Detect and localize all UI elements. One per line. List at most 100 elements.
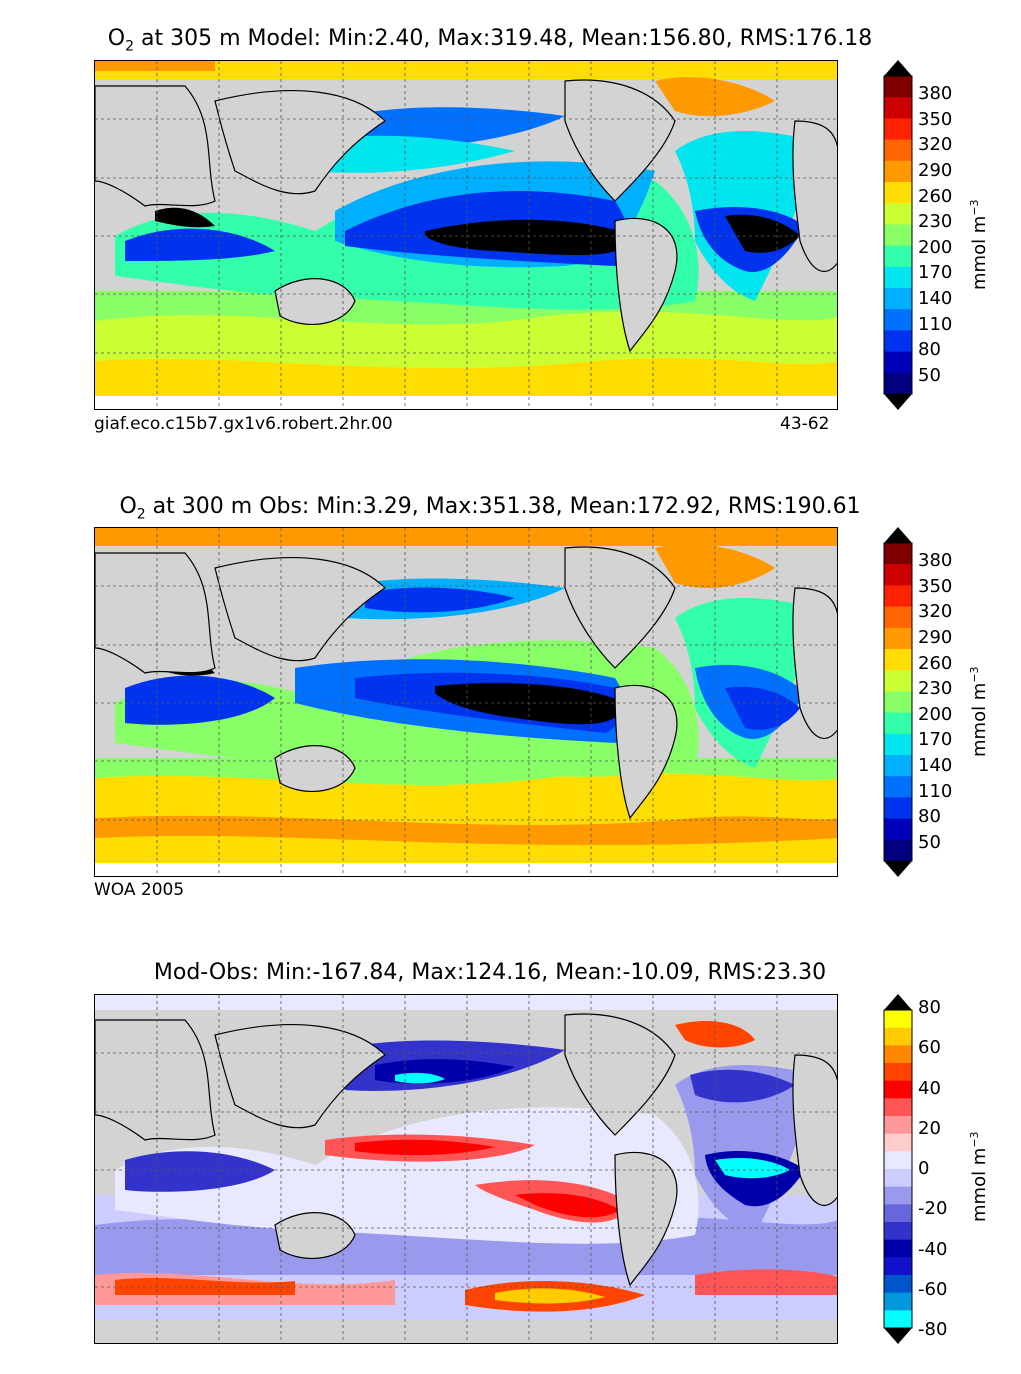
- colorbar-tick-label: 380: [918, 550, 953, 571]
- colorbar-tick-label: 80: [918, 339, 941, 361]
- colorbar-segment: [884, 818, 912, 841]
- colorbar-segment: [884, 1169, 912, 1188]
- colorbar-tick-label: 350: [918, 108, 953, 130]
- colorbar-segment: [884, 372, 912, 395]
- colorbar-tick-label: 20: [918, 1117, 941, 1139]
- colorbar-segment: [884, 1098, 912, 1117]
- colorbar-tick-label: 260: [918, 652, 953, 674]
- colorbar-tick-label: -80: [918, 1319, 948, 1340]
- obs-map: [94, 527, 838, 877]
- colorbar-tick-label: 320: [918, 134, 953, 156]
- colorbar-tick-label: 80: [918, 806, 941, 828]
- colorbar-segment: [884, 606, 912, 629]
- colorbar-segment: [884, 585, 912, 608]
- colorbar-segment: [884, 288, 912, 310]
- colorbar-tick-label: 140: [918, 755, 953, 777]
- obs-source-label: WOA 2005: [94, 880, 185, 900]
- colorbar-tick-label: 230: [918, 678, 953, 700]
- colorbar-tick-label: 290: [918, 159, 953, 181]
- obs-map-title: O2 at 300 m Obs: Min:3.29, Max:351.38, M…: [119, 494, 861, 523]
- model-map: [94, 60, 838, 410]
- colorbar-extend-bottom: [884, 861, 912, 877]
- colorbar-tick-label: 60: [918, 1037, 941, 1059]
- colorbar-tick-label: 80: [918, 997, 941, 1018]
- colorbar-segment: [884, 160, 912, 183]
- colorbar-segment: [884, 224, 912, 247]
- colorbar-segment: [884, 776, 912, 798]
- colorbar-extend-top: [884, 527, 912, 543]
- diff-colorbar: [883, 994, 913, 1344]
- model-colorbar-unit: mmol m−3: [968, 199, 990, 290]
- colorbar-segment: [884, 1027, 912, 1046]
- colorbar-tick-label: 380: [918, 83, 953, 104]
- colorbar-tick-label: 0: [918, 1158, 930, 1179]
- colorbar-segment: [884, 712, 912, 735]
- colorbar-segment: [884, 1151, 912, 1170]
- colorbar-segment: [884, 755, 912, 777]
- colorbar-tick-label: 200: [918, 236, 953, 258]
- colorbar-segment: [884, 564, 912, 586]
- colorbar-segment: [884, 1133, 912, 1152]
- colorbar-segment: [884, 266, 912, 289]
- obs-colorbar: [883, 527, 913, 877]
- model-colorbar: [883, 60, 913, 410]
- colorbar-segment: [884, 797, 912, 820]
- colorbar-tick-label: 140: [918, 288, 953, 310]
- colorbar-extend-top: [884, 994, 912, 1010]
- colorbar-segment: [884, 351, 912, 374]
- model-years-label: 43-62: [780, 414, 830, 434]
- diff-map-title: Mod-Obs: Min:-167.84, Max:124.16, Mean:-…: [153, 960, 827, 985]
- colorbar-tick-label: 50: [918, 365, 941, 386]
- colorbar-segment: [884, 649, 912, 671]
- colorbar-segment: [884, 182, 912, 204]
- colorbar-segment: [884, 1257, 912, 1276]
- diff-map: [94, 994, 838, 1344]
- colorbar-segment: [884, 1222, 912, 1241]
- colorbar-tick-label: 170: [918, 262, 953, 284]
- colorbar-segment: [884, 1116, 912, 1135]
- colorbar-tick-label: -20: [918, 1198, 948, 1220]
- colorbar-tick-label: 40: [918, 1077, 941, 1099]
- colorbar-tick-label: 350: [918, 575, 953, 597]
- colorbar-segment: [884, 627, 912, 650]
- colorbar-segment: [884, 733, 912, 756]
- colorbar-extend-bottom: [884, 394, 912, 410]
- colorbar-extend-top: [884, 60, 912, 76]
- colorbar-segment: [884, 691, 912, 714]
- colorbar-segment: [884, 76, 912, 98]
- colorbar-extend-bottom: [884, 1328, 912, 1344]
- colorbar-tick-label: -40: [918, 1238, 948, 1260]
- model-map-title: O2 at 305 m Model: Min:2.40, Max:319.48,…: [107, 26, 873, 55]
- colorbar-tick-label: -60: [918, 1278, 948, 1300]
- colorbar-segment: [884, 203, 912, 225]
- colorbar-segment: [884, 1186, 912, 1205]
- colorbar-segment: [884, 330, 912, 353]
- colorbar-segment: [884, 1063, 912, 1082]
- model-run-label: giaf.eco.c15b7.gx1v6.robert.2hr.00: [94, 414, 393, 434]
- colorbar-segment: [884, 1010, 912, 1029]
- colorbar-segment: [884, 543, 912, 565]
- colorbar-segment: [884, 1239, 912, 1258]
- colorbar-segment: [884, 309, 912, 331]
- colorbar-tick-label: 320: [918, 601, 953, 623]
- colorbar-tick-label: 230: [918, 211, 953, 233]
- colorbar-segment: [884, 839, 912, 862]
- colorbar-segment: [884, 1045, 912, 1064]
- colorbar-tick-label: 200: [918, 703, 953, 725]
- colorbar-segment: [884, 1080, 912, 1099]
- colorbar-segment: [884, 1204, 912, 1223]
- colorbar-tick-label: 260: [918, 185, 953, 207]
- colorbar-segment: [884, 1275, 912, 1294]
- colorbar-segment: [884, 139, 912, 162]
- colorbar-tick-label: 110: [918, 313, 953, 335]
- diff-colorbar-unit: mmol m−3: [968, 1131, 990, 1222]
- obs-colorbar-unit: mmol m−3: [968, 666, 990, 757]
- colorbar-segment: [884, 245, 912, 268]
- colorbar-tick-label: 290: [918, 626, 953, 648]
- colorbar-segment: [884, 1292, 912, 1311]
- colorbar-segment: [884, 670, 912, 692]
- colorbar-segment: [884, 118, 912, 141]
- colorbar-segment: [884, 1310, 912, 1329]
- colorbar-tick-label: 110: [918, 780, 953, 802]
- colorbar-tick-label: 170: [918, 729, 953, 751]
